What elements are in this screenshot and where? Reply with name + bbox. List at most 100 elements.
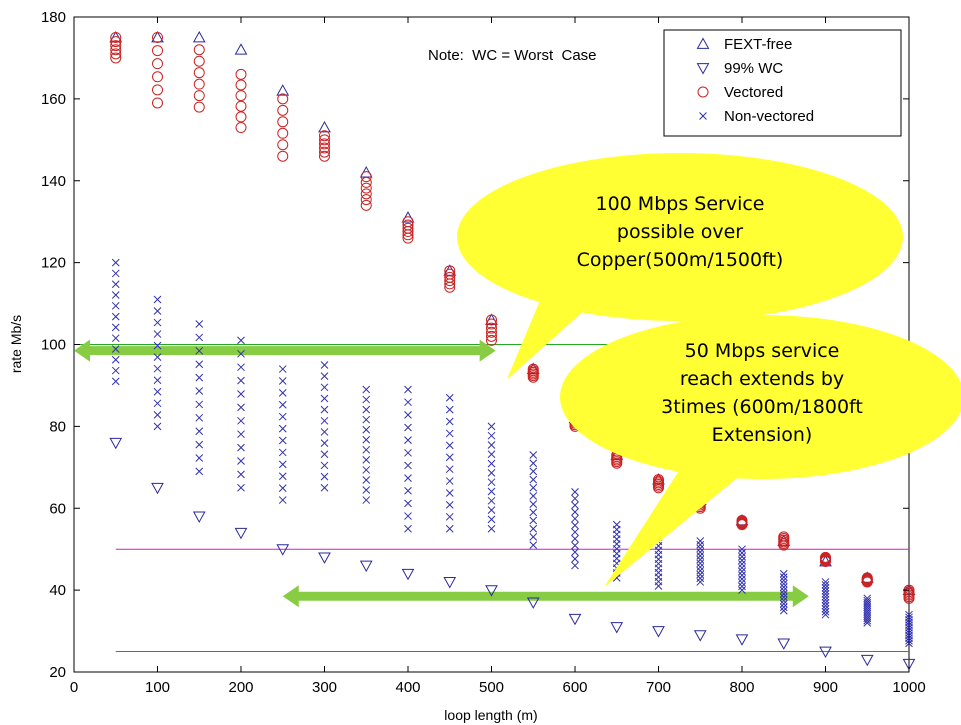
circle-point <box>235 111 247 123</box>
x-point <box>195 467 204 476</box>
circle-point <box>486 330 497 342</box>
x-point <box>738 545 746 554</box>
circle-point <box>402 219 414 231</box>
circle-point <box>527 363 539 375</box>
x-point <box>445 393 454 402</box>
x-point <box>237 483 245 492</box>
circle-point <box>486 334 497 346</box>
triangle-down-point <box>860 654 874 667</box>
triangle-up-point <box>192 30 206 43</box>
x-point <box>278 448 287 457</box>
legend-marker <box>696 37 710 49</box>
x-point <box>487 487 496 496</box>
x-point <box>779 600 788 608</box>
x-point <box>821 601 830 610</box>
x-point <box>821 610 830 619</box>
callout-100mbps <box>457 153 903 379</box>
x-point <box>821 592 830 601</box>
triangle-down-point <box>735 634 749 646</box>
x-point <box>111 345 120 353</box>
x-point <box>821 578 830 586</box>
x-point <box>404 423 412 432</box>
x-point <box>487 441 496 449</box>
circle-point <box>444 271 456 283</box>
x-point <box>362 486 371 494</box>
callout-line: 3times (600m/1800ft <box>661 396 863 418</box>
x-point <box>320 361 329 369</box>
triangle-up-point <box>276 84 290 96</box>
x-point <box>362 415 371 424</box>
x-point <box>278 412 287 421</box>
circle-point <box>360 188 372 200</box>
x-point <box>278 484 287 493</box>
x-point <box>278 389 287 397</box>
x-point <box>320 372 329 380</box>
callout-50mbps-bubble <box>560 315 961 479</box>
x-axis-label: loop length (m) <box>444 707 537 723</box>
x-point <box>779 569 788 578</box>
x-point <box>320 416 329 425</box>
circle-point <box>110 40 122 52</box>
x-point <box>320 450 329 459</box>
y-tick-label: 40 <box>49 582 66 599</box>
legend-box <box>663 29 902 137</box>
x-point <box>320 461 329 470</box>
x-point <box>779 589 788 598</box>
x-point <box>487 459 496 468</box>
y-tick-label: 160 <box>41 91 66 108</box>
x-point <box>404 436 412 444</box>
circle-point <box>193 78 205 90</box>
x-tick-label: 700 <box>646 679 671 696</box>
x-point <box>738 560 746 568</box>
x-tick-label: 800 <box>729 679 754 696</box>
series-99-wc <box>109 437 916 671</box>
x-point <box>738 575 746 583</box>
x-point <box>445 453 454 462</box>
x-point <box>153 330 162 338</box>
x-point <box>320 472 329 481</box>
legend-label: Non-vectored <box>724 108 814 125</box>
x-point <box>111 377 120 386</box>
x-point <box>696 559 705 568</box>
triangle-down-point <box>526 597 540 609</box>
x-point <box>445 489 454 497</box>
callout-line: 50 Mbps service <box>685 340 840 362</box>
x-point <box>153 364 162 373</box>
x-point <box>529 500 538 509</box>
triangle-down-point <box>777 638 791 650</box>
x-point <box>362 466 371 474</box>
x-point <box>696 574 705 583</box>
x-point <box>821 607 830 616</box>
circle-point <box>110 31 122 43</box>
circle-point <box>486 318 497 330</box>
legend: FEXT-free 99% WC Vectored Non-vectored <box>663 29 902 137</box>
x-point <box>529 524 538 533</box>
circle-point <box>277 127 289 139</box>
y-tick-label: 120 <box>41 255 66 272</box>
x-point <box>529 459 538 468</box>
x-point <box>362 456 371 464</box>
x-point <box>237 403 245 412</box>
x-point <box>362 435 371 444</box>
circle-point <box>152 97 163 109</box>
x-point <box>487 469 496 477</box>
circle-point <box>235 68 247 80</box>
x-point <box>320 394 329 403</box>
x-point <box>278 460 287 469</box>
annotation-arrows <box>74 339 809 608</box>
circle-point <box>319 146 330 158</box>
x-point <box>237 349 245 358</box>
x-point <box>571 521 579 530</box>
x-tick-label: 300 <box>312 679 337 696</box>
x-point <box>779 579 788 588</box>
x-point <box>571 494 579 503</box>
x-point <box>195 373 204 382</box>
x-point <box>487 450 496 459</box>
x-point <box>362 476 371 484</box>
y-tick-label: 180 <box>41 9 66 26</box>
callout-line: 100 Mbps Service <box>596 193 765 215</box>
note-text: Note: WC = Worst Case <box>428 47 597 64</box>
triangle-down-point <box>610 622 624 634</box>
x-point <box>821 604 830 613</box>
legend-marker <box>697 86 709 98</box>
